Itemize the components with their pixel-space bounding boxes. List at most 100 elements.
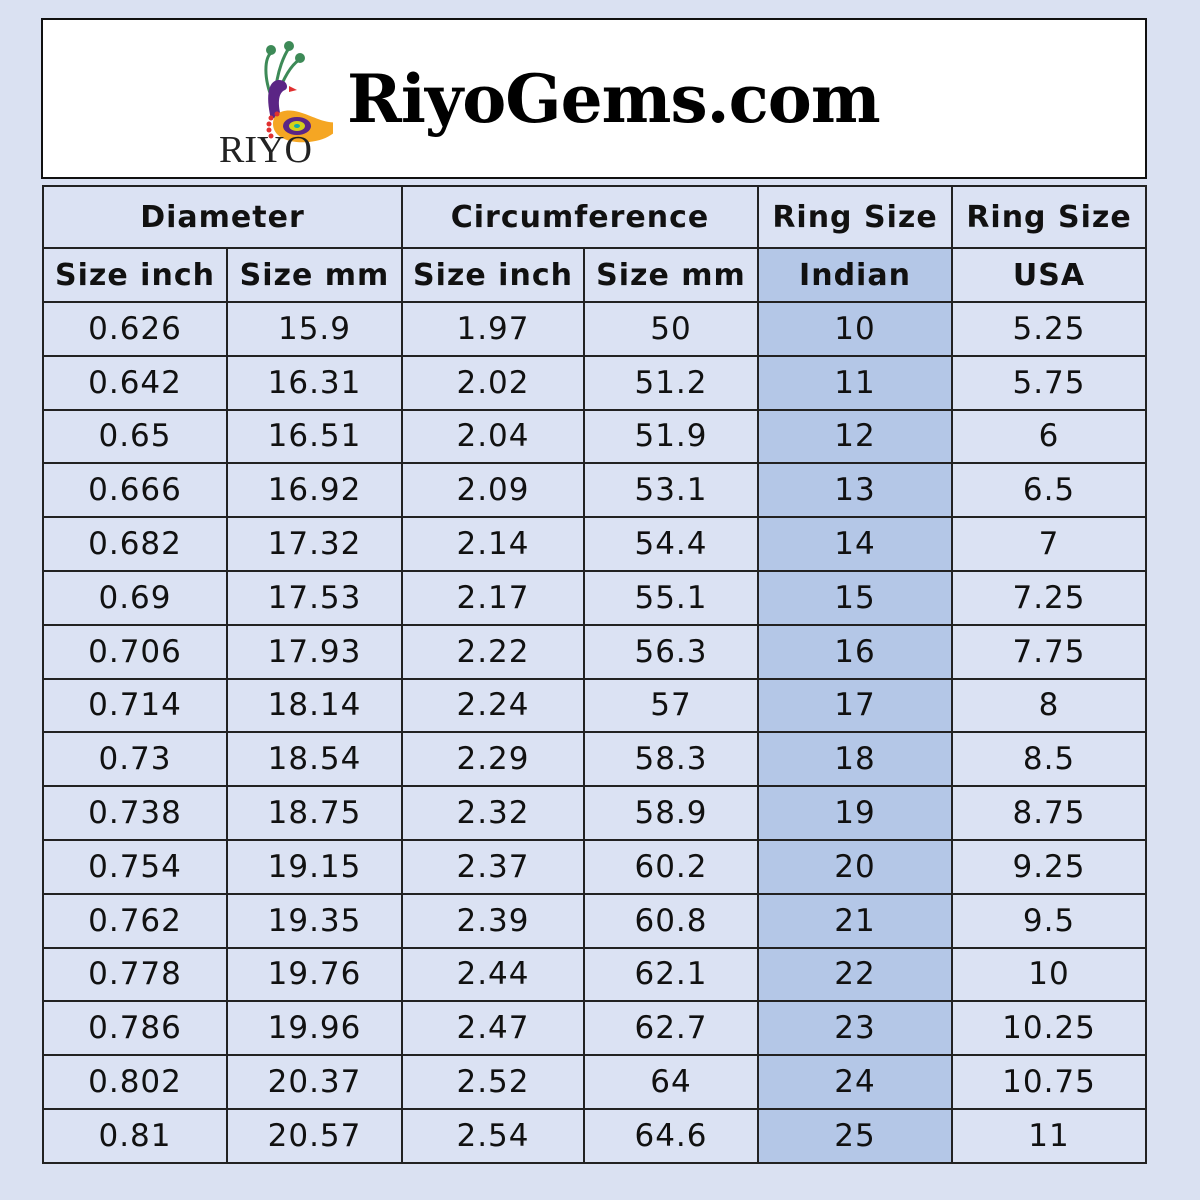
table-cell: 2.09 (401, 462, 585, 519)
group-header-circumference: Circumference (401, 185, 759, 249)
peacock-logo-icon (264, 41, 333, 143)
table-cell: 1.97 (401, 301, 585, 357)
table-row: 0.666 16.92 2.09 53.1 13 6.5 (42, 462, 1147, 519)
table-cell: 10.75 (951, 1054, 1147, 1110)
table-cell: 2.37 (401, 838, 585, 895)
table-cell: 58.3 (583, 731, 759, 788)
table-cell: 18.54 (226, 731, 403, 788)
logo-wordmark: RIYO (219, 129, 312, 171)
table-cell: 11 (951, 1107, 1147, 1164)
col-header: Size inch (42, 247, 228, 303)
table-cell: 54.4 (583, 516, 759, 572)
table-cell: 0.65 (42, 408, 228, 465)
table-row: 0.73 18.54 2.29 58.3 18 8.5 (42, 731, 1147, 788)
table-row: 0.738 18.75 2.32 58.9 19 8.75 (42, 785, 1147, 841)
table-cell: 20.37 (226, 1054, 403, 1110)
table-cell: 2.52 (401, 1054, 585, 1110)
table-row: 0.69 17.53 2.17 55.1 15 7.25 (42, 569, 1147, 626)
table-cell: 9.5 (951, 892, 1147, 949)
table-cell: 18 (757, 731, 953, 788)
table-row: 0.778 19.76 2.44 62.1 22 10 (42, 946, 1147, 1003)
table-cell: 2.17 (401, 569, 585, 626)
table-cell: 50 (583, 301, 759, 357)
table-row: 0.65 16.51 2.04 51.9 12 6 (42, 408, 1147, 465)
table-cell: 17.93 (226, 623, 403, 680)
table-cell: 2.44 (401, 946, 585, 1003)
col-header: Indian (757, 247, 953, 303)
table-cell: 16.51 (226, 408, 403, 465)
table-cell: 6.5 (951, 462, 1147, 519)
table-cell: 19.76 (226, 946, 403, 1003)
table-cell: 62.7 (583, 1000, 759, 1057)
table-cell: 22 (757, 946, 953, 1003)
table-cell: 21 (757, 892, 953, 949)
table-cell: 14 (757, 516, 953, 572)
table-cell: 8 (951, 677, 1147, 734)
table-cell: 5.75 (951, 354, 1147, 411)
table-cell: 6 (951, 408, 1147, 465)
table-cell: 2.54 (401, 1107, 585, 1164)
table-cell: 11 (757, 354, 953, 411)
table-cell: 5.25 (951, 301, 1147, 357)
table-cell: 51.2 (583, 354, 759, 411)
table-cell: 56.3 (583, 623, 759, 680)
table-cell: 16 (757, 623, 953, 680)
table-cell: 0.738 (42, 785, 228, 841)
table-cell: 55.1 (583, 569, 759, 626)
table-cell: 2.24 (401, 677, 585, 734)
table-cell: 2.02 (401, 354, 585, 411)
group-header-ring-size-usa: Ring Size (951, 185, 1147, 249)
table-cell: 25 (757, 1107, 953, 1164)
table-cell: 8.75 (951, 785, 1147, 841)
table-cell: 0.666 (42, 462, 228, 519)
table-cell: 13 (757, 462, 953, 519)
table-row: 0.706 17.93 2.22 56.3 16 7.75 (42, 623, 1147, 680)
table-cell: 7 (951, 516, 1147, 572)
table-row: 0.762 19.35 2.39 60.8 21 9.5 (42, 892, 1147, 949)
col-header: Size inch (401, 247, 585, 303)
table-cell: 17.53 (226, 569, 403, 626)
table-cell: 20 (757, 838, 953, 895)
table-cell: 20.57 (226, 1107, 403, 1164)
table-cell: 2.39 (401, 892, 585, 949)
table-cell: 24 (757, 1054, 953, 1110)
table-cell: 7.25 (951, 569, 1147, 626)
ring-size-table: Diameter Circumference Ring Size Ring Si… (42, 185, 1147, 1164)
group-header-ring-size-indian: Ring Size (757, 185, 953, 249)
table-cell: 15.9 (226, 301, 403, 357)
table-cell: 62.1 (583, 946, 759, 1003)
table-row: 0.81 20.57 2.54 64.6 25 11 (42, 1107, 1147, 1164)
table-cell: 0.754 (42, 838, 228, 895)
table-cell: 0.762 (42, 892, 228, 949)
table-cell: 60.8 (583, 892, 759, 949)
table-cell: 10 (757, 301, 953, 357)
table-cell: 16.31 (226, 354, 403, 411)
table-cell: 9.25 (951, 838, 1147, 895)
col-header: Size mm (583, 247, 759, 303)
table-row: 0.802 20.37 2.52 64 24 10.75 (42, 1054, 1147, 1110)
group-header-diameter: Diameter (42, 185, 403, 249)
table-cell: 10.25 (951, 1000, 1147, 1057)
table-cell: 10 (951, 946, 1147, 1003)
table-cell: 51.9 (583, 408, 759, 465)
table-cell: 8.5 (951, 731, 1147, 788)
table-row: 0.786 19.96 2.47 62.7 23 10.25 (42, 1000, 1147, 1057)
table-cell: 23 (757, 1000, 953, 1057)
table-cell: 0.786 (42, 1000, 228, 1057)
table-cell: 2.47 (401, 1000, 585, 1057)
table-cell: 0.81 (42, 1107, 228, 1164)
table-cell: 15 (757, 569, 953, 626)
table-cell: 0.714 (42, 677, 228, 734)
table-cell: 12 (757, 408, 953, 465)
table-cell: 0.802 (42, 1054, 228, 1110)
table-cell: 17.32 (226, 516, 403, 572)
table-cell: 19 (757, 785, 953, 841)
table-cell: 0.69 (42, 569, 228, 626)
header-banner: RIYO RiyoGems.com (41, 18, 1147, 179)
table-row: 0.754 19.15 2.37 60.2 20 9.25 (42, 838, 1147, 895)
table-row: 0.642 16.31 2.02 51.2 11 5.75 (42, 354, 1147, 411)
col-header: USA (951, 247, 1147, 303)
table-cell: 0.778 (42, 946, 228, 1003)
table-cell: 17 (757, 677, 953, 734)
table-cell: 19.96 (226, 1000, 403, 1057)
